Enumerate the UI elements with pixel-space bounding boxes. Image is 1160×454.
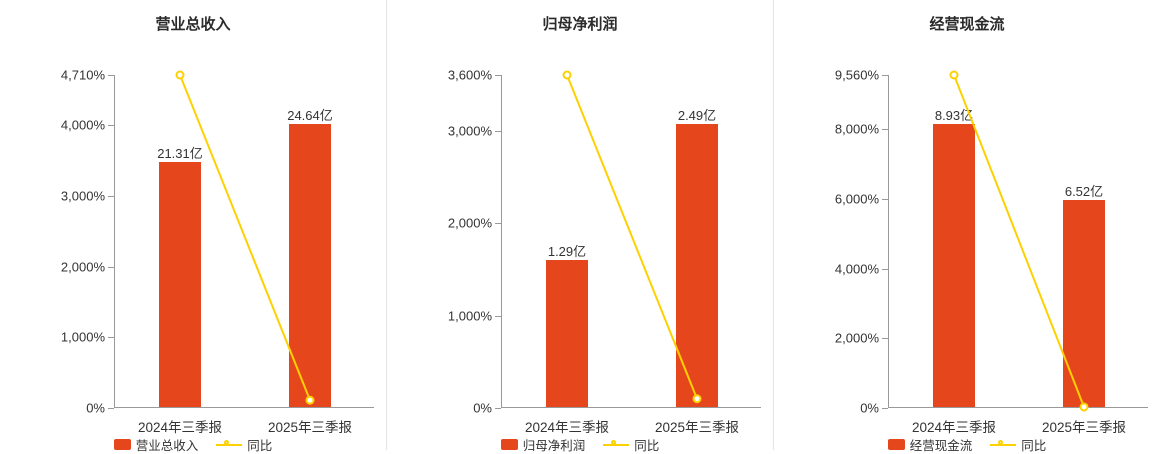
y-axis-tick-label: 3,000% [447,123,492,138]
y-axis-tick-label: 4,000% [60,117,105,133]
plot-area: 1.29亿 2024年三季报 2.49亿 2025年三季报 [495,70,761,435]
axis-tick-mark [882,75,888,76]
axis-tick-mark [882,129,888,131]
plot-row: 0% 1,000% 2,000% 3,000% 4,000% 4,710% 21.31亿 20… [0,68,386,435]
legend: 归母净利润 同比 [387,435,773,454]
yoy-trend-line [949,70,1089,412]
line-swatch-dot-icon [224,440,230,445]
y-axis-tick-label: 0% [86,400,105,416]
bar [159,162,201,407]
axis-tick-mark [495,75,501,76]
bar-series-label: 归母净利润 [522,439,586,453]
trend-line-marker [175,70,185,80]
bar-series-label: 经营现金流 [909,439,973,453]
bar-value-label: 1.29亿 [547,244,587,260]
bar [289,123,331,407]
y-axis-tick-label: 1,000% [60,329,105,345]
yoy-trend-line [562,70,702,404]
legend: 经营现金流 同比 [774,435,1160,454]
y-axis-tick-label: 4,710% [60,67,105,83]
axis-tick-mark [108,266,114,268]
bar-value-label: 8.93亿 [934,107,974,123]
bar-series-swatch-icon [113,439,131,450]
axis-tick-mark [108,337,114,339]
bar [546,260,588,407]
bar [676,123,718,407]
line-series-swatch-icon [603,439,630,450]
legend: 营业总收入 同比 [0,435,386,454]
y-axis-tick-label: 8,000% [834,121,879,137]
line-series-label: 同比 [634,439,660,453]
y-axis-tick-label: 3,000% [60,188,105,204]
y-axis-tick-label: 0% [473,400,492,416]
x-axis-label: 2024年三季报 [524,420,610,435]
axis-tick-mark [495,223,501,224]
legend-item-bar-series[interactable]: 营业总收入 [113,435,199,454]
line-swatch-dot-icon [611,440,617,445]
chart-panel-3: 经营现金流 0% 2,000% 4,000% 6,000% 8,000% 9,560% 8.9… [773,0,1160,453]
bar-value-label: 21.31亿 [157,146,203,162]
x-axis-label: 2024年三季报 [137,420,223,435]
y-axis: 0% 1,000% 2,000% 3,000% 3,600% [401,68,501,416]
x-axis-label: 2024年三季报 [911,420,997,435]
y-axis-tick-label: 2,000% [447,215,492,231]
y-axis-tick-label: 4,000% [834,261,879,277]
axis-tick-mark [108,75,114,76]
axis-tick-mark [882,408,888,409]
y-axis: 0% 1,000% 2,000% 3,000% 4,000% 4,710% [14,68,114,416]
chart-panel-2: 归母净利润 0% 1,000% 2,000% 3,000% 3,600% 1.29亿 2024… [386,0,773,453]
chart-title: 经营现金流 [929,16,1005,33]
legend-item-bar-series[interactable]: 经营现金流 [887,435,973,454]
line-series-label: 同比 [1021,439,1047,453]
bar [1063,200,1105,407]
y-axis-tick-label: 6,000% [834,191,879,207]
chart-title: 营业总收入 [155,16,231,33]
chart-panel-1: 营业总收入 0% 1,000% 2,000% 3,000% 4,000% 4,710% 21.… [0,0,386,453]
legend-item-line-series[interactable]: 同比 [990,435,1046,454]
x-axis-label: 2025年三季报 [1041,420,1127,435]
axis-tick-mark [108,408,114,409]
plot-row: 0% 1,000% 2,000% 3,000% 3,600% 1.29亿 2024年三季报 2… [387,68,773,435]
legend-item-bar-series[interactable]: 归母净利润 [500,435,586,454]
plot-row: 0% 2,000% 4,000% 6,000% 8,000% 9,560% 8.93亿 202… [774,68,1160,435]
chart-title: 归母净利润 [542,16,618,33]
axis-tick-mark [882,268,888,270]
line-series-label: 同比 [247,439,273,453]
axis-tick-mark [495,315,501,317]
axis-tick-mark [108,195,114,197]
axis-tick-mark [108,125,114,127]
trend-line-marker [562,70,572,80]
bar [933,123,975,407]
legend-item-line-series[interactable]: 同比 [216,435,272,454]
trend-line-marker [949,70,959,80]
bar-series-swatch-icon [887,439,905,450]
y-axis-tick-label: 9,560% [834,67,879,83]
y-axis-tick-label: 1,000% [447,308,492,323]
bar-series-swatch-icon [500,439,518,450]
bar-series-label: 营业总收入 [135,439,199,453]
x-axis-label: 2025年三季报 [267,420,353,435]
bar-value-label: 24.64亿 [287,107,333,123]
x-axis-label: 2025年三季报 [654,420,740,435]
line-series-swatch-icon [216,439,243,450]
bar-value-label: 6.52亿 [1064,184,1104,200]
plot-area: 8.93亿 2024年三季报 6.52亿 2025年三季报 [882,70,1148,435]
axis-tick-mark [882,199,888,200]
y-axis-tick-label: 3,600% [447,67,492,83]
legend-item-line-series[interactable]: 同比 [603,435,659,454]
axis-tick-mark [495,130,501,132]
bar-value-label: 2.49亿 [677,107,717,123]
axis-tick-mark [882,338,888,340]
axis-tick-mark [495,408,501,409]
y-axis: 0% 2,000% 4,000% 6,000% 8,000% 9,560% [788,68,888,416]
line-swatch-dot-icon [998,440,1004,445]
plot-area: 21.31亿 2024年三季报 24.64亿 2025年三季报 [108,70,374,435]
y-axis-tick-label: 0% [860,400,879,416]
y-axis-tick-label: 2,000% [834,330,879,346]
line-series-swatch-icon [990,439,1017,450]
y-axis-tick-label: 2,000% [60,259,105,275]
yoy-trend-line [175,70,315,405]
